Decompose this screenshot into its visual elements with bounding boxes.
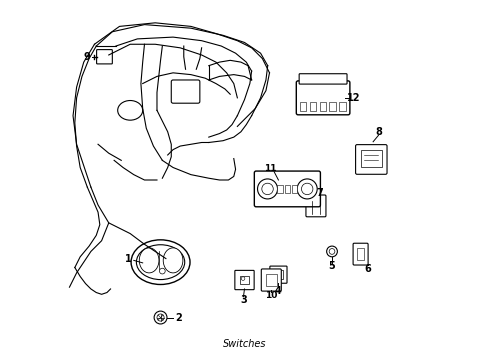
Bar [339,102,345,111]
Text: 11: 11 [264,164,276,173]
FancyBboxPatch shape [261,269,281,291]
FancyBboxPatch shape [269,266,286,283]
FancyBboxPatch shape [234,270,254,290]
Text: 1: 1 [125,254,131,264]
Text: Switches: Switches [223,339,265,349]
Circle shape [261,183,273,195]
FancyBboxPatch shape [355,145,386,174]
FancyBboxPatch shape [171,80,200,103]
Circle shape [159,268,165,274]
Bar [309,102,315,111]
Circle shape [241,277,244,280]
FancyBboxPatch shape [352,243,367,265]
Circle shape [328,249,334,254]
Circle shape [154,311,166,324]
Bar [240,276,248,284]
Bar [284,185,290,193]
Text: 6: 6 [364,264,370,274]
Text: 8: 8 [374,127,381,137]
Circle shape [157,314,164,321]
FancyBboxPatch shape [296,81,349,115]
Bar [265,274,276,287]
Text: 4: 4 [274,286,281,296]
Text: 5: 5 [328,261,335,271]
Bar [319,102,325,111]
Ellipse shape [118,100,142,120]
Ellipse shape [136,245,184,280]
Ellipse shape [139,248,159,273]
Text: 3: 3 [240,296,246,305]
Circle shape [326,246,337,257]
Bar [360,150,381,167]
Bar [291,185,297,193]
Bar [328,102,335,111]
Circle shape [257,179,277,199]
FancyBboxPatch shape [299,74,346,84]
Bar [356,248,364,260]
Circle shape [297,179,317,199]
Circle shape [301,183,312,195]
Text: 2: 2 [175,312,182,323]
FancyBboxPatch shape [97,50,112,64]
FancyBboxPatch shape [254,171,320,207]
Bar [299,102,305,111]
Text: 9: 9 [84,52,90,62]
Bar [277,185,283,193]
Text: 12: 12 [346,93,360,103]
Text: 10: 10 [264,291,277,300]
Text: 7: 7 [316,188,322,198]
Ellipse shape [163,248,183,273]
Ellipse shape [131,240,190,284]
Bar [274,270,282,279]
FancyBboxPatch shape [305,195,325,217]
